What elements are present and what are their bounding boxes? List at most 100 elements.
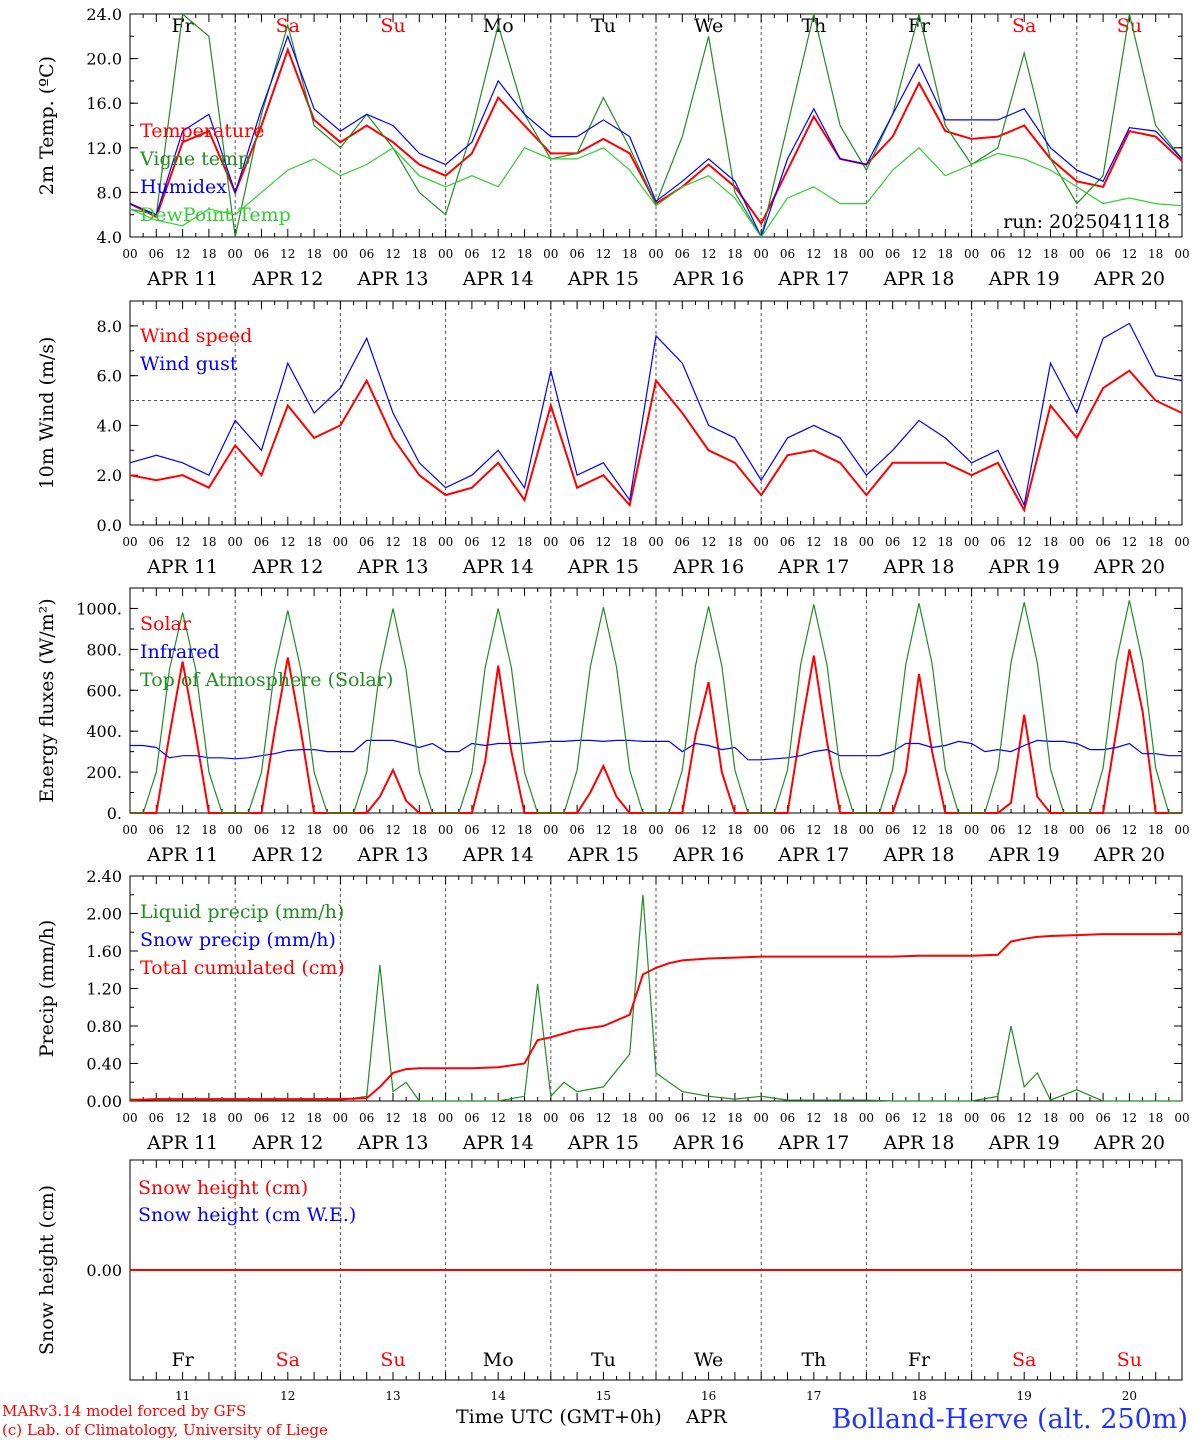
- date-label: APR 15: [567, 844, 639, 866]
- day-name: Sa: [1012, 1349, 1036, 1371]
- hour-tick-label: 12: [806, 1111, 821, 1125]
- hour-tick-label: 12: [1122, 247, 1137, 261]
- hour-tick-label: 18: [1043, 1111, 1058, 1125]
- y-tick-label: 0.00: [86, 1261, 122, 1280]
- hour-tick-label: 00: [648, 535, 663, 549]
- hour-tick-label: 18: [938, 535, 953, 549]
- legend-entry: Wind gust: [140, 353, 238, 375]
- date-label: APR 17: [777, 844, 849, 866]
- day-number-label: 17: [806, 1389, 821, 1403]
- hour-tick-label: 18: [727, 823, 742, 837]
- hour-tick-label: 18: [727, 535, 742, 549]
- y-axis-label: Energy fluxes (W/m²): [36, 598, 58, 802]
- hour-tick-label: 06: [359, 1111, 374, 1125]
- date-label: APR 16: [672, 1132, 744, 1154]
- hour-tick-label: 00: [964, 247, 979, 261]
- hour-tick-label: 00: [1174, 535, 1189, 549]
- date-label: APR 18: [882, 1132, 954, 1154]
- hour-tick-label: 12: [701, 247, 716, 261]
- y-tick-label: 24.0: [86, 5, 122, 24]
- day-number-label: 12: [280, 1389, 295, 1403]
- hour-tick-label: 06: [675, 823, 690, 837]
- hour-tick-label: 06: [885, 535, 900, 549]
- hour-tick-label: 06: [254, 535, 269, 549]
- hour-tick-label: 12: [911, 823, 926, 837]
- hour-tick-label: 00: [228, 535, 243, 549]
- hour-tick-label: 06: [780, 247, 795, 261]
- hour-tick-label: 06: [464, 1111, 479, 1125]
- y-tick-label: 8.0: [97, 317, 122, 336]
- y-tick-label: 400.: [86, 722, 122, 741]
- hour-tick-label: 12: [175, 535, 190, 549]
- date-label: APR 19: [988, 556, 1060, 578]
- run-annotation: run: 2025041118: [1003, 211, 1170, 233]
- hour-tick-label: 18: [1148, 535, 1163, 549]
- hour-tick-label: 12: [1122, 1111, 1137, 1125]
- hour-tick-label: 00: [333, 535, 348, 549]
- day-name: Su: [1117, 1349, 1142, 1371]
- hour-tick-label: 12: [701, 535, 716, 549]
- date-label: APR 15: [567, 268, 639, 290]
- hour-tick-label: 06: [149, 247, 164, 261]
- hour-tick-label: 18: [412, 247, 427, 261]
- hour-tick-label: 00: [648, 823, 663, 837]
- hour-tick-label: 18: [412, 823, 427, 837]
- hour-tick-label: 18: [832, 535, 847, 549]
- hour-tick-label: 00: [438, 823, 453, 837]
- hour-tick-label: 00: [964, 535, 979, 549]
- hour-tick-label: 06: [569, 1111, 584, 1125]
- hour-tick-label: 00: [122, 247, 137, 261]
- legend-entry: Snow height (cm W.E.): [138, 1204, 356, 1226]
- hour-tick-label: 06: [1095, 1111, 1110, 1125]
- y-axis-label: 10m Wind (m/s): [36, 337, 58, 490]
- hour-tick-label: 18: [938, 1111, 953, 1125]
- series-line-total-cumulated-cm-: [129, 933, 1182, 1102]
- date-label: APR 13: [356, 268, 428, 290]
- hour-tick-label: 00: [1069, 247, 1084, 261]
- hour-tick-label: 18: [517, 247, 532, 261]
- date-label: APR 11: [146, 268, 218, 290]
- day-name: Su: [380, 15, 405, 37]
- date-label: APR 20: [1093, 1132, 1165, 1154]
- hour-tick-label: 18: [412, 535, 427, 549]
- date-label: APR 12: [251, 1132, 323, 1154]
- hour-tick-label: 00: [543, 823, 558, 837]
- hour-tick-label: 18: [412, 1111, 427, 1125]
- day-number-label: 16: [701, 1389, 716, 1403]
- hour-tick-label: 00: [754, 535, 769, 549]
- y-tick-label: 12.0: [86, 139, 122, 158]
- hour-tick-label: 06: [149, 535, 164, 549]
- hour-tick-label: 06: [359, 535, 374, 549]
- hour-tick-label: 12: [280, 823, 295, 837]
- y-tick-label: 1000.: [76, 599, 122, 618]
- hour-tick-label: 06: [885, 1111, 900, 1125]
- hour-tick-label: 06: [464, 535, 479, 549]
- y-tick-label: 800.: [86, 640, 122, 659]
- hour-tick-label: 18: [622, 247, 637, 261]
- hour-tick-label: 18: [517, 823, 532, 837]
- footer-model: MARv3.14 model forced by GFS: [2, 1402, 246, 1420]
- hour-tick-label: 00: [859, 1111, 874, 1125]
- legend-entry: Infrared: [140, 641, 220, 663]
- hour-tick-label: 12: [701, 823, 716, 837]
- hour-tick-label: 12: [1122, 535, 1137, 549]
- hour-tick-label: 18: [517, 535, 532, 549]
- hour-tick-label: 06: [1095, 823, 1110, 837]
- date-label: APR 18: [882, 268, 954, 290]
- y-axis-label: Snow height (cm): [36, 1185, 58, 1355]
- y-tick-label: 200.: [86, 763, 122, 782]
- hour-tick-label: 00: [543, 247, 558, 261]
- day-number-label: 18: [911, 1389, 926, 1403]
- hour-tick-label: 18: [938, 247, 953, 261]
- panel-wind: 0.0 2.0 4.0 6.0 8.0 10m Wind (m/s) Wind speed W…: [36, 300, 1190, 578]
- hour-tick-label: 00: [1174, 1111, 1189, 1125]
- day-number-label: 14: [491, 1389, 507, 1403]
- hour-tick-label: 00: [333, 1111, 348, 1125]
- y-tick-label: 4.0: [97, 228, 122, 247]
- legend-entry: Snow height (cm): [138, 1177, 308, 1199]
- date-label: APR 20: [1093, 268, 1165, 290]
- date-label: APR 16: [672, 844, 744, 866]
- hour-tick-label: 18: [201, 1111, 216, 1125]
- hour-tick-label: 00: [1069, 535, 1084, 549]
